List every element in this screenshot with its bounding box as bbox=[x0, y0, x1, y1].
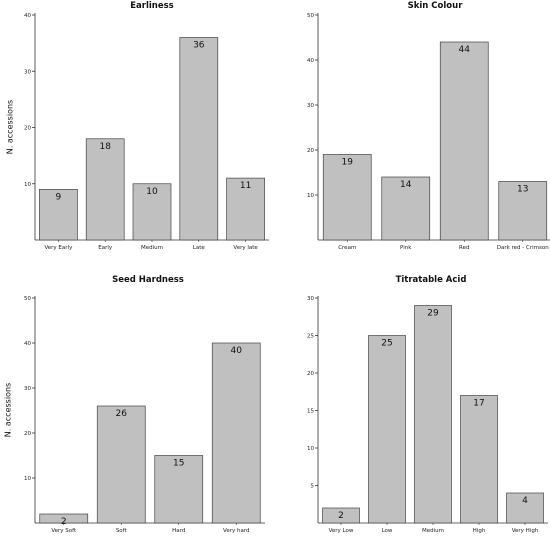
x-tick-label: Very hard bbox=[223, 528, 250, 534]
data-label: 25 bbox=[381, 339, 392, 349]
data-label: 11 bbox=[240, 181, 251, 191]
panel-title: Titratable Acid bbox=[395, 275, 467, 285]
data-label: 26 bbox=[116, 409, 128, 419]
bar bbox=[460, 395, 498, 524]
y-tick-label: 10 bbox=[24, 182, 31, 188]
bar bbox=[368, 335, 406, 524]
bar bbox=[498, 181, 548, 241]
x-tick-label: Early bbox=[98, 245, 113, 251]
bar bbox=[414, 305, 452, 524]
y-tick-label: 40 bbox=[24, 341, 31, 347]
bar bbox=[96, 405, 146, 524]
x-tick-label: Cream bbox=[338, 245, 356, 251]
data-label: 18 bbox=[99, 142, 111, 152]
bar bbox=[506, 492, 544, 524]
bar bbox=[439, 41, 489, 241]
y-tick-label: 40 bbox=[307, 58, 314, 64]
y-tick-label: 50 bbox=[307, 13, 314, 19]
x-tick-label: Medium bbox=[141, 245, 163, 251]
x-tick-label: Medium bbox=[422, 528, 444, 534]
data-label: 14 bbox=[400, 180, 412, 190]
y-tick-label: 40 bbox=[24, 13, 31, 19]
x-tick-label: Very late bbox=[233, 245, 258, 251]
y-tick-label: 20 bbox=[24, 126, 31, 132]
data-label: 29 bbox=[427, 309, 439, 319]
bar bbox=[85, 138, 125, 241]
x-tick-label: Late bbox=[193, 245, 206, 251]
y-tick-label: 10 bbox=[307, 446, 314, 452]
data-label: 2 bbox=[338, 511, 344, 521]
x-tick-label: Very Early bbox=[44, 245, 73, 251]
x-tick-label: Dark red - Crimson bbox=[497, 245, 550, 251]
y-tick-label: 10 bbox=[24, 476, 31, 482]
x-tick-label: High bbox=[473, 528, 486, 534]
x-tick-label: Very Soft bbox=[51, 528, 77, 534]
x-tick-label: Very Low bbox=[329, 528, 354, 534]
data-label: 2 bbox=[61, 517, 67, 527]
y-tick-label: 20 bbox=[307, 371, 314, 377]
x-tick-label: Pink bbox=[400, 245, 412, 251]
data-label: 10 bbox=[146, 187, 158, 197]
y-tick-label: 20 bbox=[307, 148, 314, 154]
x-tick-label: Red bbox=[459, 245, 469, 251]
data-label: 40 bbox=[231, 346, 243, 356]
y-tick-label: 25 bbox=[307, 334, 314, 340]
y-tick-label: 30 bbox=[24, 69, 31, 75]
y-tick-label: 50 bbox=[24, 296, 31, 302]
x-tick-label: Low bbox=[382, 528, 393, 534]
bar bbox=[226, 177, 265, 241]
data-label: 44 bbox=[459, 45, 471, 55]
y-tick-label: 30 bbox=[307, 103, 314, 109]
x-tick-label: Very High bbox=[512, 528, 539, 534]
y-tick-label: 10 bbox=[307, 193, 314, 199]
bar bbox=[154, 455, 204, 524]
bar bbox=[39, 189, 78, 241]
panel-title: Earliness bbox=[130, 1, 174, 11]
x-tick-label: Hard bbox=[172, 528, 185, 534]
bar bbox=[381, 176, 431, 241]
data-label: 15 bbox=[173, 459, 184, 469]
bar bbox=[179, 37, 219, 241]
data-label: 36 bbox=[193, 41, 205, 51]
y-tick-label: 30 bbox=[24, 386, 31, 392]
panel-title: Seed Hardness bbox=[112, 275, 184, 285]
data-label: 9 bbox=[56, 192, 62, 202]
data-label: 13 bbox=[517, 185, 528, 195]
bar bbox=[322, 154, 372, 241]
y-tick-label: 20 bbox=[24, 431, 31, 437]
data-label: 19 bbox=[342, 158, 354, 168]
data-label: 17 bbox=[473, 399, 484, 409]
data-label: 4 bbox=[522, 496, 528, 506]
y-tick-label: 15 bbox=[307, 409, 314, 415]
y-tick-label: 30 bbox=[307, 296, 314, 302]
x-tick-label: Soft bbox=[116, 528, 128, 534]
panel-title: Skin Colour bbox=[407, 1, 463, 11]
y-tick-label: 5 bbox=[311, 484, 315, 490]
bar bbox=[211, 342, 261, 524]
bar bbox=[132, 183, 172, 241]
